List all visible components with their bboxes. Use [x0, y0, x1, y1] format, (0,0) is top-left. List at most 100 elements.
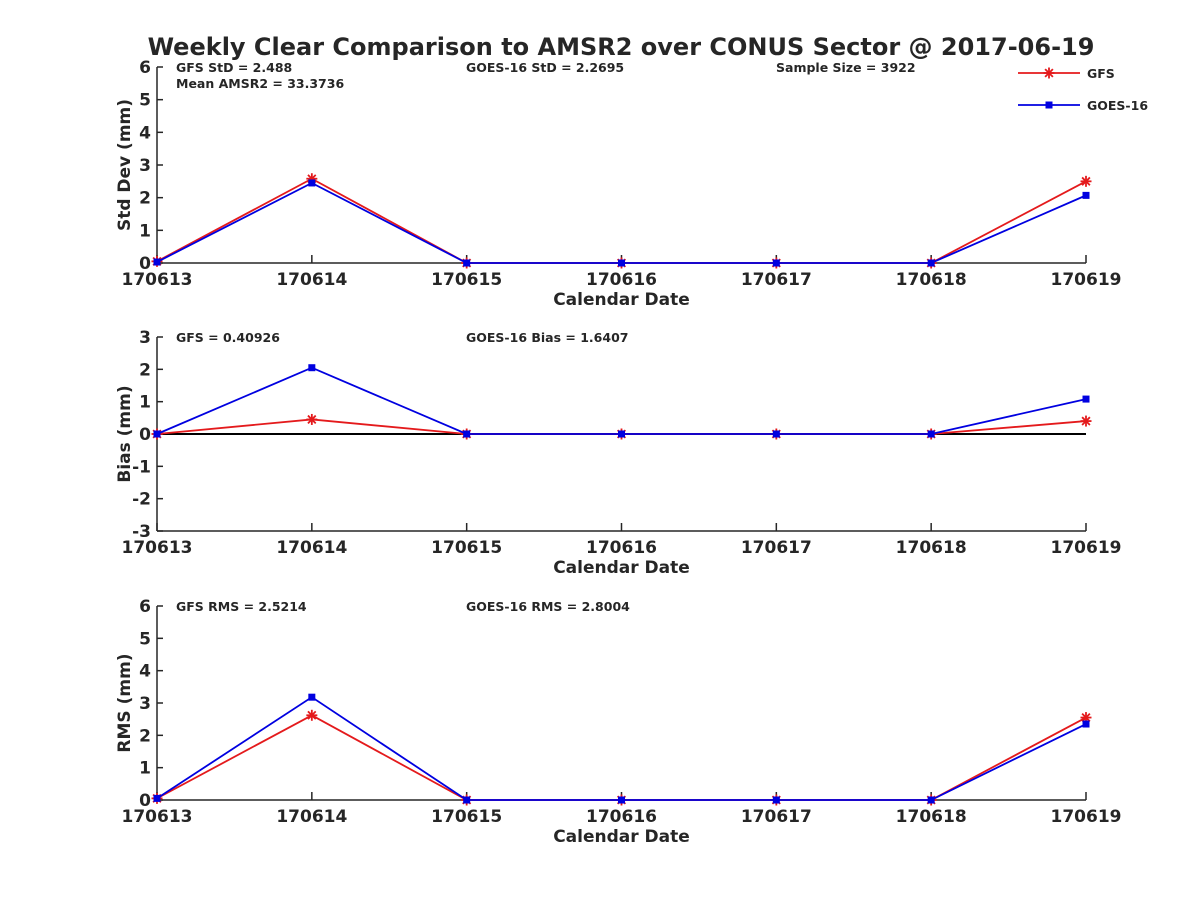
legend-item-goes-16: GOES-16	[1018, 98, 1148, 113]
data-point	[153, 794, 161, 802]
panel-stddev: 0 1 2 3 4 5 6 170613 170614 170615 170616 170617 170…	[115, 58, 1121, 310]
x-axis-label: Calendar Date	[553, 827, 690, 847]
data-point	[618, 430, 625, 438]
data-point	[463, 430, 471, 438]
panels: 0 1 2 3 4 5 6 170613 170614 170615 170616 170617 170…	[115, 58, 1121, 847]
x-tick-label: 170613	[122, 538, 193, 558]
data-point	[463, 796, 471, 804]
data-point	[153, 258, 161, 266]
x-tick-label: 170618	[896, 270, 967, 290]
data-point	[772, 259, 780, 267]
stat-annotation: GFS = 0.40926	[176, 330, 280, 345]
y-tick-label: 5	[139, 91, 151, 111]
series-line	[156, 181, 1087, 264]
y-tick-label: 4	[139, 662, 151, 682]
data-point	[772, 430, 780, 438]
data-point	[927, 796, 935, 804]
legend-item-gfs: GFS	[1018, 66, 1115, 81]
data-point	[153, 430, 161, 438]
x-tick-label: 170618	[896, 807, 967, 827]
series-line	[156, 366, 1087, 435]
data-point	[463, 259, 471, 267]
legend-marker	[1045, 101, 1053, 109]
x-tick-label: 170616	[586, 807, 657, 827]
data-point	[618, 259, 625, 267]
stat-annotation: GOES-16 RMS = 2.8004	[466, 599, 630, 614]
data-point	[927, 430, 935, 438]
stat-annotation: Mean AMSR2 = 33.3736	[176, 76, 344, 91]
data-point	[772, 796, 780, 804]
series-line	[156, 696, 1087, 801]
x-tick-label: 170613	[122, 807, 193, 827]
x-tick-label: 170613	[122, 270, 193, 290]
y-tick-label: -2	[132, 490, 151, 510]
x-tick-label: 170614	[276, 807, 347, 827]
legend-label: GFS	[1087, 66, 1115, 81]
data-point	[1080, 175, 1092, 187]
y-tick-label: 2	[139, 726, 151, 746]
x-tick-label: 170614	[276, 270, 347, 290]
y-axis-label: RMS (mm)	[115, 653, 135, 752]
x-tick-label: 170614	[276, 538, 347, 558]
series-goes-16	[153, 364, 1090, 438]
y-tick-label: -1	[132, 457, 151, 477]
stat-annotation: GOES-16 Bias = 1.6407	[466, 330, 628, 345]
stat-annotation: Sample Size = 3922	[776, 60, 916, 75]
x-tick-label: 170619	[1051, 270, 1122, 290]
y-tick-label: 2	[139, 189, 151, 209]
y-tick-label: 3	[139, 156, 151, 176]
x-tick-label: 170615	[431, 538, 502, 558]
data-point	[927, 259, 935, 267]
y-tick-label: 2	[139, 360, 151, 380]
stat-annotation: GFS RMS = 2.5214	[176, 599, 307, 614]
y-tick-label: 0	[139, 791, 151, 811]
data-point	[308, 179, 316, 187]
y-tick-label: 6	[139, 597, 151, 617]
x-tick-label: 170616	[586, 270, 657, 290]
legend-marker	[1043, 67, 1055, 79]
y-tick-label: 4	[139, 123, 151, 143]
series-goes-16	[153, 693, 1090, 804]
series-goes-16	[153, 179, 1090, 267]
x-tick-label: 170619	[1051, 538, 1122, 558]
panel-rms: 0 1 2 3 4 5 6 170613 170614 170615 170616 170617 170…	[115, 597, 1121, 847]
x-tick-label: 170618	[896, 538, 967, 558]
legend: GFS GOES-16	[1018, 66, 1148, 113]
y-tick-label: 1	[139, 759, 151, 779]
x-tick-label: 170617	[741, 807, 812, 827]
legend-label: GOES-16	[1087, 98, 1148, 113]
y-tick-label: 5	[139, 629, 151, 649]
x-tick-label: 170615	[431, 270, 502, 290]
y-tick-label: 1	[139, 221, 151, 241]
x-tick-label: 170617	[741, 538, 812, 558]
data-point	[306, 413, 318, 425]
x-tick-label: 170619	[1051, 807, 1122, 827]
figure-title: Weekly Clear Comparison to AMSR2 over CO…	[148, 33, 1095, 61]
panel-bias: -3 -2 -1 0 1 2 3 170613 170614 170615 170616 170617…	[115, 328, 1121, 578]
y-tick-label: 3	[139, 694, 151, 714]
stat-annotation: GOES-16 StD = 2.2695	[466, 60, 624, 75]
x-tick-label: 170616	[586, 538, 657, 558]
data-point	[1082, 720, 1090, 728]
x-tick-label: 170617	[741, 270, 812, 290]
x-axis-label: Calendar Date	[553, 558, 690, 578]
y-tick-label: 3	[139, 328, 151, 348]
x-axis-label: Calendar Date	[553, 290, 690, 310]
data-point	[308, 693, 316, 701]
y-tick-label: 6	[139, 58, 151, 78]
y-tick-label: 0	[139, 425, 151, 445]
y-axis-label: Bias (mm)	[115, 385, 135, 482]
data-point	[1082, 395, 1090, 403]
data-point	[308, 364, 316, 372]
data-point	[1080, 415, 1092, 427]
data-point	[306, 709, 318, 721]
y-tick-label: 0	[139, 254, 151, 274]
x-tick-label: 170615	[431, 807, 502, 827]
y-axis-label: Std Dev (mm)	[115, 99, 135, 231]
stat-annotation: GFS StD = 2.488	[176, 60, 292, 75]
y-tick-label: -3	[132, 522, 151, 542]
series-line	[156, 714, 1087, 801]
data-point	[618, 796, 625, 804]
